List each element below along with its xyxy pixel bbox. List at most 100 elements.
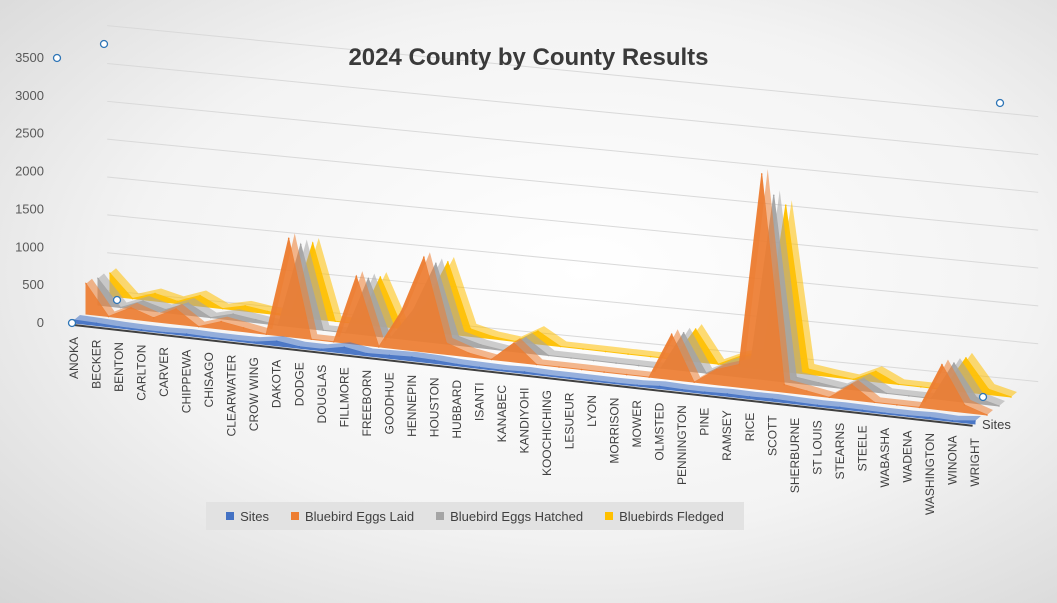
data-point bbox=[771, 398, 774, 400]
x-tick-label: CARLTON bbox=[135, 345, 149, 401]
x-tick-label: BECKER bbox=[90, 339, 104, 389]
data-point bbox=[1010, 396, 1012, 398]
x-tick-label: FREEBORN bbox=[360, 370, 374, 437]
x-axis-ticks: ANOKA BECKER BENTON CARLTON CARVER CHIPPEWA CH… bbox=[67, 337, 1011, 515]
data-point bbox=[941, 363, 943, 366]
data-point bbox=[794, 401, 796, 404]
data-point bbox=[694, 328, 697, 330]
data-point bbox=[986, 414, 988, 416]
depth-axis-label: Sites bbox=[982, 417, 1011, 432]
data-point bbox=[163, 331, 165, 334]
data-point bbox=[523, 371, 526, 373]
gridlines bbox=[107, 25, 1039, 383]
y-tick-label: 3500 bbox=[15, 50, 44, 65]
data-point bbox=[265, 333, 268, 336]
data-point bbox=[918, 406, 921, 409]
data-point bbox=[187, 302, 189, 304]
data-point bbox=[109, 272, 111, 275]
data-point bbox=[717, 363, 719, 365]
data-point bbox=[591, 379, 593, 382]
gridline bbox=[107, 214, 1039, 307]
data-point bbox=[411, 356, 413, 358]
data-point bbox=[715, 368, 718, 371]
resize-handle[interactable] bbox=[67, 318, 77, 328]
resize-handle[interactable] bbox=[52, 53, 62, 63]
x-tick-label: GOODHUE bbox=[382, 372, 396, 434]
data-point bbox=[185, 333, 188, 335]
floor-edge bbox=[71, 323, 973, 427]
data-point bbox=[625, 373, 628, 376]
resize-handle[interactable] bbox=[978, 392, 988, 402]
data-point bbox=[266, 310, 269, 313]
x-tick-label: CARVER bbox=[157, 347, 171, 397]
data-point bbox=[107, 315, 110, 318]
data-point bbox=[783, 383, 786, 386]
data-point bbox=[253, 341, 255, 343]
legend-label: Bluebirds Fledged bbox=[619, 508, 724, 524]
x-tick-label: PINE bbox=[698, 408, 712, 436]
y-axis-ticks: 0 500 1000 1500 2000 2500 3000 3500 bbox=[15, 50, 44, 330]
data-point bbox=[254, 318, 257, 321]
data-point bbox=[839, 406, 841, 409]
data-point bbox=[379, 276, 382, 278]
data-point bbox=[951, 419, 954, 422]
x-tick-label: HENNEPIN bbox=[405, 375, 419, 437]
x-tick-label: STEELE bbox=[855, 425, 869, 471]
data-point bbox=[953, 362, 955, 364]
x-tick-label: RAMSEY bbox=[720, 410, 734, 461]
data-point bbox=[140, 329, 143, 331]
data-point bbox=[197, 325, 200, 328]
data-point bbox=[830, 373, 832, 376]
legend-item-sites: Sites bbox=[226, 509, 269, 524]
data-point bbox=[208, 336, 210, 339]
resize-handle[interactable] bbox=[112, 295, 122, 305]
legend-swatch bbox=[605, 512, 614, 520]
x-tick-label: WRIGHT bbox=[968, 437, 982, 486]
data-point bbox=[242, 327, 245, 329]
data-point bbox=[445, 342, 448, 344]
legend-label: Sites bbox=[240, 508, 269, 524]
data-point bbox=[851, 383, 853, 386]
gridline bbox=[107, 62, 1039, 155]
data-point bbox=[490, 358, 493, 361]
x-tick-label: KOOCHICHING bbox=[540, 390, 554, 476]
data-point bbox=[199, 294, 201, 297]
data-point bbox=[896, 404, 898, 406]
series-depth-band bbox=[74, 314, 981, 421]
data-point bbox=[963, 404, 966, 406]
x-tick-label: CHISAGO bbox=[202, 352, 216, 407]
data-point bbox=[570, 357, 572, 359]
data-point bbox=[287, 237, 290, 240]
legend-label: Bluebird Eggs Hatched bbox=[450, 508, 584, 524]
gridline bbox=[107, 100, 1039, 193]
data-point bbox=[435, 262, 437, 265]
data-point bbox=[885, 392, 888, 395]
data-point bbox=[987, 388, 990, 390]
y-tick-label: 1000 bbox=[15, 239, 44, 254]
data-point bbox=[738, 363, 741, 366]
series-layer bbox=[71, 168, 1017, 427]
data-point bbox=[131, 297, 134, 300]
data-point bbox=[580, 368, 583, 371]
data-point bbox=[998, 405, 1000, 407]
x-tick-label: CROW WING bbox=[247, 357, 261, 431]
y-tick-label: 500 bbox=[22, 277, 44, 292]
x-tick-label: LYON bbox=[585, 395, 599, 427]
x-tick-label: OLMSTED bbox=[653, 402, 667, 460]
y-tick-label: 2000 bbox=[15, 164, 44, 179]
resize-handle[interactable] bbox=[995, 98, 1005, 108]
data-point bbox=[469, 328, 472, 330]
x-tick-label: PENNINGTON bbox=[675, 405, 689, 485]
data-point bbox=[546, 374, 548, 377]
data-point bbox=[582, 348, 584, 350]
data-point bbox=[298, 345, 301, 348]
x-tick-label: RICE bbox=[743, 413, 757, 442]
x-tick-label: DODGE bbox=[292, 362, 306, 406]
x-tick-label: WABASHA bbox=[878, 428, 892, 488]
resize-handle[interactable] bbox=[99, 39, 109, 49]
legend-item-eggs-hatched: Bluebird Eggs Hatched bbox=[436, 509, 583, 524]
x-tick-label: KANABEC bbox=[495, 385, 509, 443]
x-tick-label: BENTON bbox=[112, 342, 126, 392]
data-point bbox=[457, 335, 460, 338]
